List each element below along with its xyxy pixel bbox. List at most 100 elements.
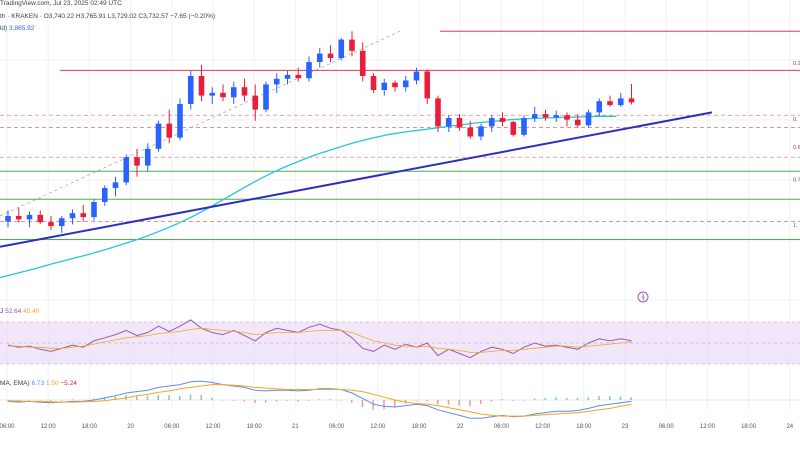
candle-body	[327, 53, 334, 59]
x-axis-tick-label: 18:00	[741, 424, 757, 430]
macd-histogram-bar	[146, 395, 149, 400]
x-axis-tick-label: 06:00	[0, 424, 15, 430]
candle-body	[5, 216, 11, 222]
candle-body	[553, 115, 560, 118]
macd-histogram-bar	[458, 400, 460, 406]
candle-body	[220, 92, 226, 98]
candle-body	[112, 182, 119, 188]
macd-histogram-bar	[7, 400, 9, 401]
candle-body	[209, 92, 216, 96]
macd-histogram-bar	[426, 400, 428, 402]
candle-body	[521, 118, 527, 135]
macd-histogram-bar	[619, 396, 622, 400]
macd-histogram-bar	[114, 396, 116, 400]
macd-signal-value: 1.50	[45, 380, 59, 387]
macd-histogram-bar	[297, 400, 299, 402]
x-axis-tick-label: 06:00	[494, 424, 510, 430]
rsi-ma-value: 45.40	[23, 308, 40, 315]
candle-body	[252, 95, 259, 110]
bullish-trend-line	[0, 111, 713, 248]
macd-histogram-bar	[254, 400, 256, 403]
candle-body	[542, 114, 549, 118]
x-axis-tick-label: 12:00	[700, 424, 716, 430]
macd-histogram-bar	[168, 395, 170, 400]
macd-histogram-bar	[243, 400, 245, 402]
candle-body	[241, 87, 248, 96]
macd-histogram-bar	[286, 400, 288, 401]
fib-level-label: 0.7	[793, 177, 800, 183]
candle-body	[510, 121, 517, 135]
candle-body	[316, 53, 323, 62]
candle-body	[359, 50, 366, 76]
macd-histogram-bar	[415, 400, 417, 401]
macd-histogram-bar	[222, 400, 224, 401]
macd-histogram-bar	[587, 397, 589, 400]
macd-value: 6.73	[31, 380, 45, 387]
candle-body	[564, 115, 570, 120]
sma-100-line	[0, 115, 616, 279]
x-axis-tick-label: 12:00	[41, 424, 57, 430]
macd-header: MA, EMA) 6.73 1.50 −5.24	[0, 380, 77, 387]
candle-body	[531, 114, 538, 118]
candle-body	[596, 101, 603, 113]
macd-histogram-bar	[437, 400, 439, 405]
candle-body	[349, 39, 355, 51]
candle-body	[370, 76, 377, 90]
candle-body	[499, 118, 506, 122]
x-axis-tick-label: 18:00	[411, 424, 427, 430]
header-date: Jul 23, 2025 02:49 UTC	[53, 0, 122, 7]
macd-histogram-bar	[630, 397, 632, 400]
x-axis-tick-label: 12:00	[535, 424, 551, 430]
macd-histogram-bar	[351, 400, 353, 403]
macd-histogram-bar	[275, 400, 278, 402]
candle-body	[37, 214, 44, 223]
macd-histogram-bar	[394, 400, 396, 407]
macd-histogram-bar	[544, 397, 546, 400]
candle-body	[91, 202, 97, 218]
candle-body	[628, 98, 635, 103]
x-axis-tick-label: 12:00	[205, 424, 221, 430]
x-axis-tick-label: 06:00	[164, 424, 180, 430]
candle-body	[134, 157, 140, 166]
candle-body	[273, 78, 280, 85]
volume-label: ld)	[0, 25, 8, 32]
fib-level-label: 0.2	[793, 61, 800, 67]
chart-header: TradingView.com, Jul 23, 2025 02:49 UTC	[0, 0, 122, 7]
macd-histogram-bar	[383, 400, 385, 410]
x-axis-tick-label: 18:00	[247, 424, 263, 430]
candle-body	[402, 80, 409, 88]
macd-histogram-bar	[17, 400, 20, 402]
fib-level-label: 0.	[793, 117, 798, 123]
x-axis-tick-label: 22	[457, 424, 464, 430]
macd-histogram-bar	[200, 395, 202, 400]
macd-histogram-bar	[609, 395, 611, 400]
candle-body	[230, 87, 237, 98]
candle-body	[381, 82, 388, 90]
x-axis-tick-label: 06:00	[329, 424, 345, 430]
macd-histogram-bar	[447, 400, 450, 405]
macd-histogram-bar	[265, 400, 267, 403]
candle-body	[80, 213, 87, 218]
macd-histogram-bar	[82, 399, 84, 401]
x-axis-tick-label: 06:00	[659, 424, 675, 430]
macd-histogram-bar	[157, 395, 159, 400]
fib-level-label: 0.6	[793, 145, 800, 151]
macd-label: MA, EMA)	[0, 380, 30, 387]
candle-body	[445, 118, 452, 127]
macd-histogram-bar	[39, 400, 41, 401]
macd-histogram-bar	[566, 397, 568, 400]
macd-histogram-bar	[340, 400, 342, 401]
brand-label: TradingView.com	[0, 0, 50, 7]
rsi-ma-line	[8, 327, 632, 353]
x-axis-tick-label: 21	[292, 424, 299, 430]
macd-histogram-bar	[93, 398, 95, 400]
candle-body	[338, 39, 345, 59]
x-axis-tick-label: 18:00	[82, 424, 98, 430]
candle-body	[456, 118, 463, 128]
candle-body	[306, 62, 312, 79]
volume-value: 3,865.92	[9, 25, 35, 32]
macd-histogram-bar	[318, 399, 321, 400]
candle-body	[58, 218, 65, 227]
macd-histogram-bar	[136, 395, 138, 400]
